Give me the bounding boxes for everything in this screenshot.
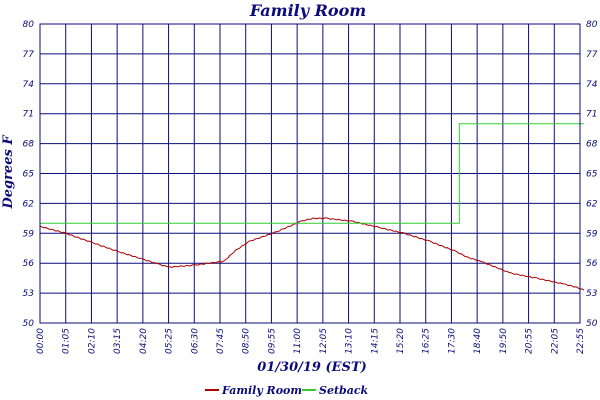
x-tick-label: 00:00 <box>36 328 46 354</box>
series-line-setback <box>40 123 584 224</box>
x-tick-label: 01:05 <box>62 328 72 354</box>
y-tick-label-left: 80 <box>23 20 35 30</box>
y-tick-label-left: 68 <box>23 140 35 150</box>
y-axis-label: Degrees F <box>1 135 16 210</box>
x-tick-label: 05:25 <box>165 328 175 354</box>
y-tick-label-right: 74 <box>586 80 598 90</box>
x-tick-label: 19:50 <box>499 328 509 354</box>
x-tick-label: 15:20 <box>396 328 406 354</box>
y-axis-left-ticks: 50 53 56 59 62 65 68 71 74 77 80 <box>23 20 35 329</box>
x-tick-label: 18:40 <box>473 328 483 354</box>
x-tick-label: 11:00 <box>293 328 303 354</box>
y-tick-label-left: 59 <box>23 229 35 239</box>
y-tick-label-right: 71 <box>586 110 597 120</box>
y-tick-label-left: 77 <box>23 50 35 60</box>
series-group <box>39 123 585 291</box>
y-tick-label-right: 68 <box>586 140 598 150</box>
y-tick-label-right: 77 <box>586 50 598 60</box>
series-line-family-room <box>39 217 585 291</box>
chart-title: Family Room <box>249 1 366 20</box>
y-tick-label-right: 80 <box>586 20 598 30</box>
y-tick-label-right: 50 <box>586 319 598 329</box>
x-tick-label: 03:15 <box>113 328 123 354</box>
plot-frame <box>39 23 581 324</box>
x-tick-label: 12:05 <box>319 328 329 354</box>
grid <box>39 23 581 324</box>
y-tick-label-left: 62 <box>23 199 35 209</box>
y-tick-label-left: 50 <box>23 319 35 329</box>
x-tick-label: 22:05 <box>550 328 560 354</box>
x-tick-label: 09:55 <box>267 328 277 354</box>
x-tick-label: 13:10 <box>345 328 355 354</box>
x-tick-label: 22:55 <box>576 328 586 354</box>
y-tick-label-left: 65 <box>23 170 35 180</box>
y-tick-label-left: 53 <box>23 289 35 299</box>
x-tick-label: 06:30 <box>190 328 200 354</box>
x-tick-label: 14:15 <box>370 328 380 354</box>
legend-label: Family Room <box>221 384 302 397</box>
y-tick-label-right: 59 <box>586 229 598 239</box>
y-tick-label-left: 56 <box>23 259 35 269</box>
y-tick-label-right: 62 <box>586 199 598 209</box>
y-tick-label-right: 65 <box>586 170 598 180</box>
y-tick-label-right: 53 <box>586 289 598 299</box>
x-tick-label: 07:45 <box>216 328 226 354</box>
x-tick-label: 16:25 <box>422 328 432 354</box>
x-axis-label: 01/30/19 (EST) <box>257 360 367 375</box>
legend-label: Setback <box>319 384 369 397</box>
x-tick-label: 04:20 <box>139 328 149 354</box>
y-axis-right-ticks: 50 53 56 59 62 65 68 71 74 77 80 <box>586 20 598 329</box>
x-tick-label: 02:10 <box>87 328 97 354</box>
x-axis-ticks: 00:00 01:05 02:10 03:15 04:20 05:25 06:30 07:45… <box>36 328 586 354</box>
x-tick-label: 17:30 <box>447 328 457 354</box>
legend: Family Room Setback <box>205 384 369 397</box>
x-tick-label: 08:50 <box>242 328 252 354</box>
y-tick-label-right: 56 <box>586 259 598 269</box>
y-tick-label-left: 74 <box>23 80 35 90</box>
y-tick-label-left: 71 <box>23 110 34 120</box>
x-tick-label: 20:55 <box>525 328 535 354</box>
